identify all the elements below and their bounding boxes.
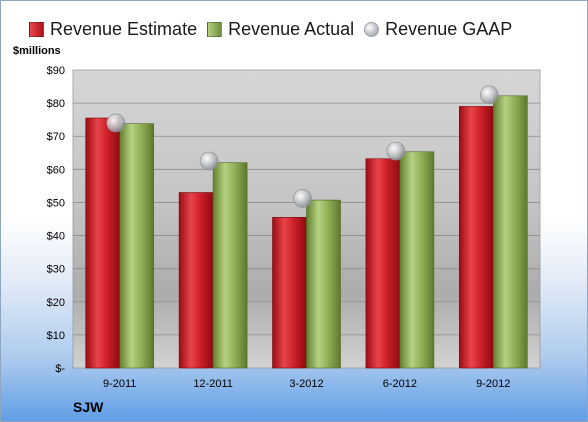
legend-label-revenue-estimate: Revenue Estimate bbox=[50, 18, 198, 39]
legend: Revenue Estimate Revenue Actual Revenue … bbox=[29, 17, 522, 41]
y-tick-label: $20 bbox=[47, 297, 65, 309]
revenue-actual-bar bbox=[306, 199, 341, 369]
y-tick-label: $10 bbox=[47, 330, 65, 342]
legend-label-revenue-gaap: Revenue GAAP bbox=[385, 18, 513, 39]
y-tick-label: $70 bbox=[47, 131, 65, 143]
revenue-gaap-marker bbox=[106, 113, 125, 133]
x-tick-label: 12-2011 bbox=[193, 378, 233, 390]
y-tick-label: $90 bbox=[47, 65, 65, 77]
revenue-gaap-marker bbox=[199, 151, 219, 171]
revenue-estimate-bar bbox=[365, 158, 401, 369]
y-tick-label: $60 bbox=[47, 164, 65, 176]
legend-label-revenue-actual: Revenue Actual bbox=[228, 18, 355, 39]
y-axis-unit-label: $millions bbox=[13, 45, 61, 57]
revenue-estimate-bar bbox=[272, 217, 307, 369]
revenue-estimate-bar bbox=[458, 106, 494, 369]
revenue-actual-bar bbox=[492, 95, 528, 369]
company-label: SJW bbox=[73, 399, 104, 415]
legend-item-revenue-actual: Revenue Actual bbox=[207, 19, 354, 40]
revenue-estimate-bar bbox=[178, 192, 214, 369]
x-tick-label: 9-2011 bbox=[103, 378, 136, 390]
legend-swatch-revenue-actual bbox=[207, 21, 223, 37]
legend-item-revenue-estimate: Revenue Estimate bbox=[29, 19, 197, 40]
legend-item-revenue-gaap: Revenue GAAP bbox=[364, 19, 512, 40]
revenue-actual-bar bbox=[399, 151, 435, 369]
revenue-gaap-marker bbox=[479, 85, 499, 105]
revenue-actual-bar bbox=[119, 123, 154, 369]
x-tick-label: 6-2012 bbox=[383, 378, 417, 390]
legend-swatch-revenue-gaap bbox=[364, 21, 380, 37]
x-tick-label: 3-2012 bbox=[289, 378, 323, 390]
revenue-actual-bar bbox=[212, 162, 248, 369]
revenue-gaap-marker bbox=[386, 141, 406, 161]
x-tick-label: 9-2012 bbox=[476, 378, 510, 390]
y-tick-label: $80 bbox=[47, 98, 65, 110]
y-tick-label: $- bbox=[55, 363, 65, 375]
y-tick-label: $30 bbox=[47, 264, 65, 276]
y-tick-label: $40 bbox=[47, 231, 65, 243]
revenue-estimate-bar bbox=[85, 117, 120, 369]
y-tick-label: $50 bbox=[47, 197, 65, 209]
revenue-gaap-marker bbox=[293, 189, 312, 208]
legend-swatch-revenue-estimate bbox=[29, 21, 44, 37]
